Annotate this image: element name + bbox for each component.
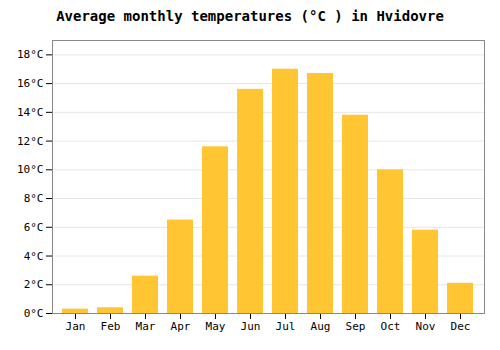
- svg-text:16°C: 16°C: [17, 77, 44, 90]
- svg-text:Mar: Mar: [136, 320, 156, 333]
- svg-text:Jul: Jul: [276, 320, 296, 333]
- svg-text:Apr: Apr: [171, 320, 191, 333]
- svg-text:Nov: Nov: [416, 320, 436, 333]
- svg-text:Aug: Aug: [311, 320, 331, 333]
- svg-text:Oct: Oct: [381, 320, 401, 333]
- svg-text:18°C: 18°C: [17, 48, 44, 61]
- svg-text:14°C: 14°C: [17, 106, 44, 119]
- svg-text:6°C: 6°C: [24, 221, 44, 234]
- svg-text:Feb: Feb: [101, 320, 121, 333]
- svg-text:12°C: 12°C: [17, 135, 44, 148]
- svg-text:May: May: [206, 320, 226, 333]
- svg-text:0°C: 0°C: [24, 307, 44, 320]
- svg-text:8°C: 8°C: [24, 192, 44, 205]
- svg-text:Sep: Sep: [346, 320, 366, 333]
- svg-text:2°C: 2°C: [24, 278, 44, 291]
- html-text:Average monthly temperatures (: Average monthly temperatures (°C ) in Hv…: [56, 8, 444, 24]
- svg-text:Jan: Jan: [66, 320, 86, 333]
- svg-text:10°C: 10°C: [17, 163, 44, 176]
- svg-text:Dec: Dec: [451, 320, 471, 333]
- svg-text:Jun: Jun: [241, 320, 261, 333]
- svg-text:4°C: 4°C: [24, 250, 44, 263]
